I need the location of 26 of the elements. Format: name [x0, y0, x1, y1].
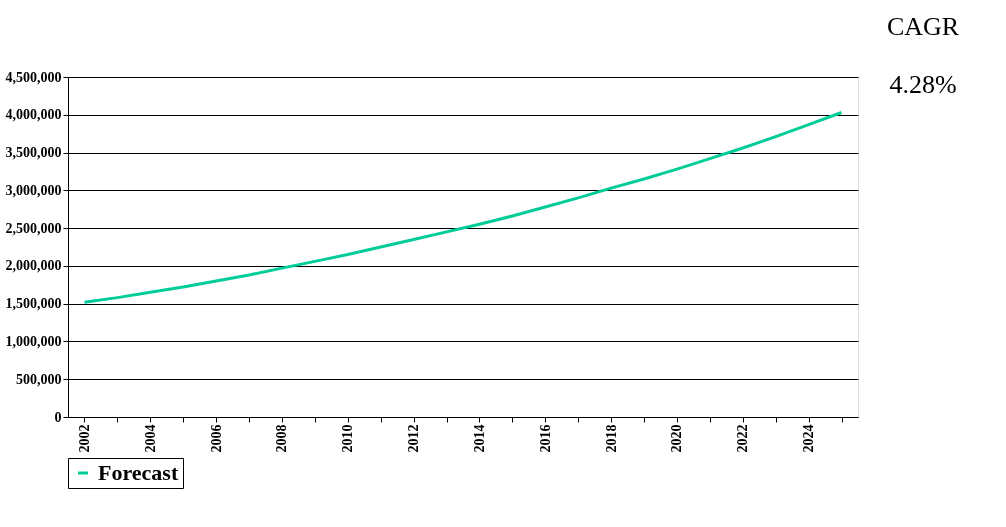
- y-tick-label: 4,500,000: [5, 69, 62, 85]
- y-tick-label: 2,500,000: [5, 220, 62, 236]
- y-tick-label: 0: [54, 409, 62, 425]
- x-tick-label: 2002: [76, 424, 92, 453]
- x-tick-label: 2016: [537, 424, 553, 453]
- x-tick-label: 2024: [801, 424, 817, 453]
- y-tick-label: 4,000,000: [5, 107, 62, 123]
- x-tick-label: 2006: [208, 424, 224, 453]
- y-tick-label: 500,000: [16, 371, 62, 387]
- x-tick-label: 2008: [274, 424, 290, 453]
- y-tick-label: 2,000,000: [5, 258, 62, 274]
- y-tick-label: 1,000,000: [5, 333, 62, 349]
- y-tick-label: 1,500,000: [5, 296, 62, 312]
- x-tick-label: 2022: [735, 424, 751, 453]
- y-tick-label: 3,500,000: [5, 145, 62, 161]
- line-series: [82, 111, 844, 304]
- text: CAGR: [886, 12, 960, 41]
- y-tick-label: 3,000,000: [5, 182, 62, 198]
- x-tick-label: 2014: [471, 424, 487, 453]
- x-tick-label: 2010: [340, 424, 356, 453]
- x-tick-label: 2018: [603, 424, 619, 453]
- x-tick-label: 2020: [669, 424, 685, 453]
- legend-label: Forecast: [98, 460, 179, 485]
- x-tick-label: 2004: [142, 424, 158, 453]
- text: 4.28%: [889, 70, 957, 99]
- x-tick-label: 2012: [406, 424, 422, 453]
